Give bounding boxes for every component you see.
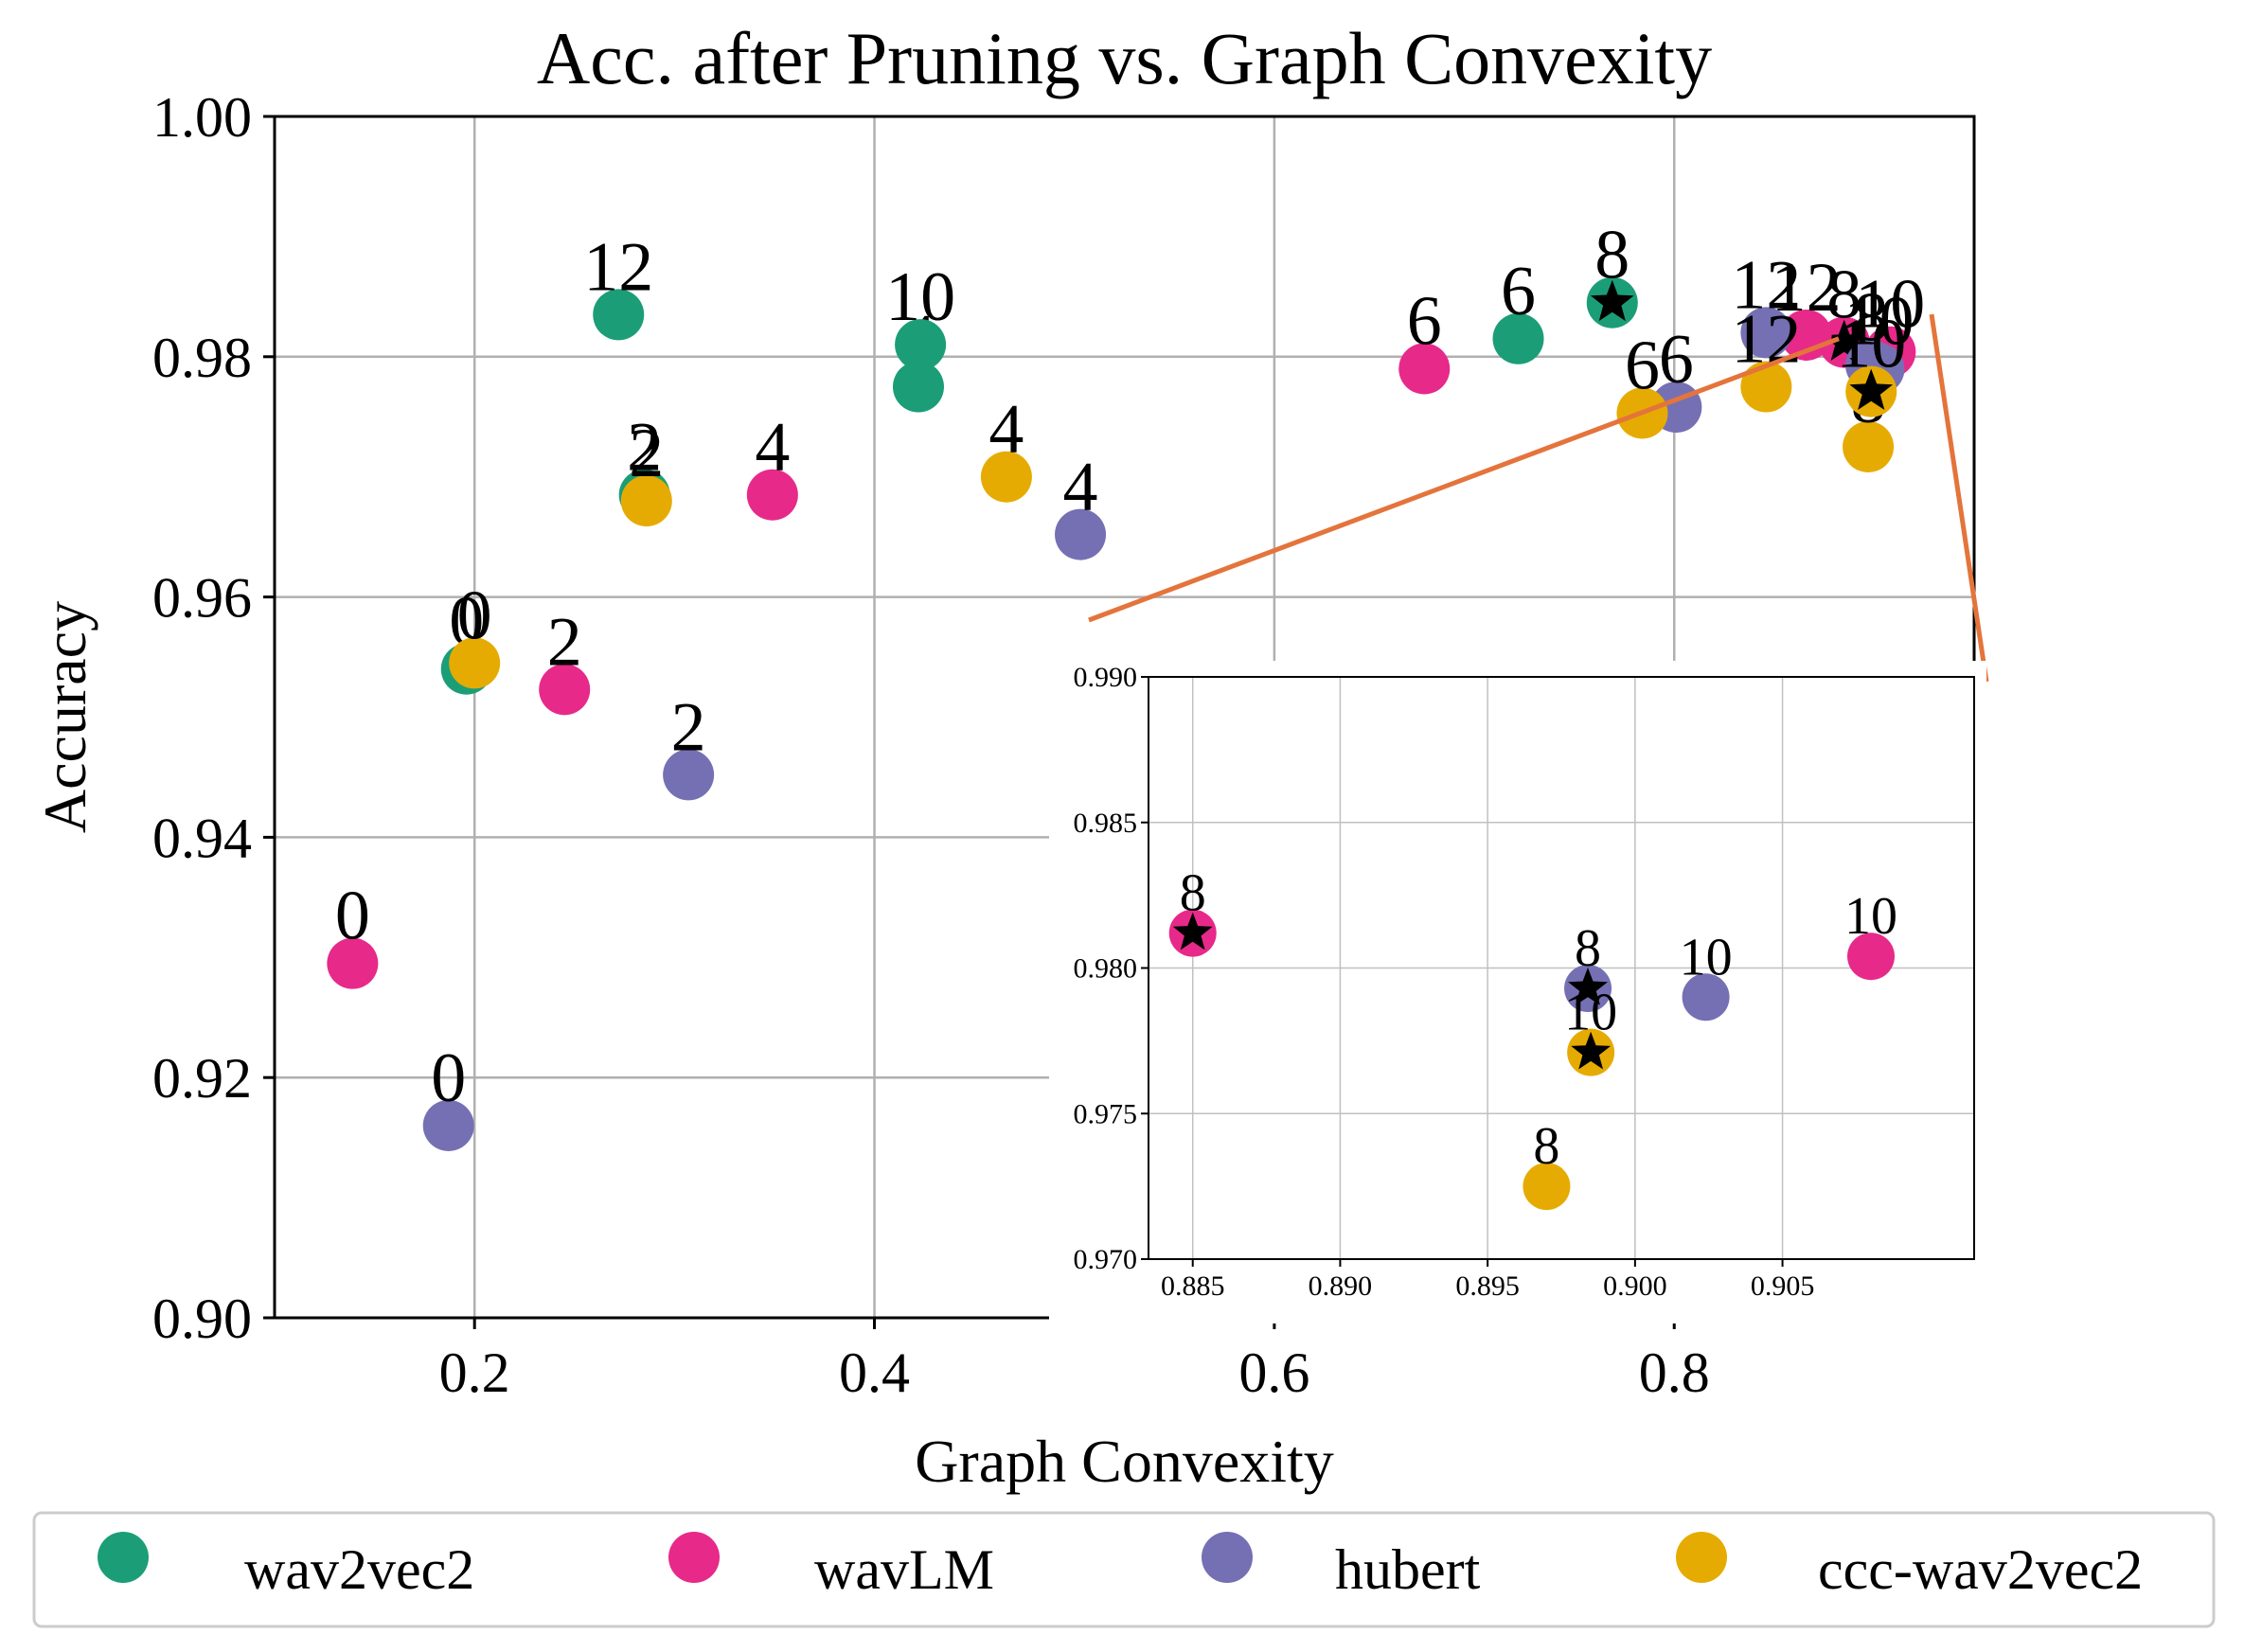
inset-points: 8 10 8 10 10 8 xyxy=(1168,864,1897,1211)
legend: wav2vec2 wavLM hubert ccc-wav2vec2 xyxy=(32,1511,2216,1628)
legend-marker-ccc-wav2vec2 xyxy=(1676,1532,1727,1583)
legend-label-ccc-wav2vec2: ccc-wav2vec2 xyxy=(1818,1538,2143,1601)
inset-x-tick-label: 0.900 xyxy=(1603,1270,1667,1302)
y-tick-label: 0.90 xyxy=(152,1288,252,1350)
inset-x-tick-label: 0.905 xyxy=(1751,1270,1815,1302)
inset-x-tick-label: 0.895 xyxy=(1455,1270,1520,1302)
inset-point-layer-label: 8 xyxy=(1180,864,1206,923)
inset-scatter-point-hubert xyxy=(1682,973,1730,1021)
y-axis-label: Accuracy xyxy=(31,601,98,833)
inset-y-tick-label: 0.975 xyxy=(1074,1098,1138,1129)
scatter-point-ccc-wav2vec2 xyxy=(980,451,1032,503)
scatter-point-ccc-wav2vec2 xyxy=(1740,361,1792,413)
scatter-point-wavLM xyxy=(327,937,379,989)
point-layer-label: 2 xyxy=(627,409,662,487)
point-layer-label: 0 xyxy=(431,1039,466,1117)
inset-y-tick-label: 0.990 xyxy=(1074,662,1138,693)
scatter-point-hubert xyxy=(1055,508,1107,560)
inset-scatter-point-ccc-wav2vec2 xyxy=(1523,1163,1571,1211)
y-tick-label: 1.00 xyxy=(152,86,252,149)
chart-title: Acc. after Pruning vs. Graph Convexity xyxy=(537,17,1712,99)
legend-marker-hubert xyxy=(1202,1532,1253,1583)
scatter-point-ccc-wav2vec2 xyxy=(1843,420,1895,472)
x-tick-label: 0.6 xyxy=(1238,1341,1309,1404)
best-layer-star-marker xyxy=(1590,279,1634,322)
y-tick-label: 0.96 xyxy=(152,567,252,630)
scatter-point-wavLM xyxy=(539,664,591,716)
point-layer-label: 10 xyxy=(1836,306,1906,383)
legend-label-wav2vec2: wav2vec2 xyxy=(244,1538,474,1601)
scatter-point-hubert xyxy=(663,749,715,801)
scatter-point-hubert xyxy=(422,1099,474,1151)
legend-label-hubert: hubert xyxy=(1335,1538,1481,1601)
inset-point-layer-label: 8 xyxy=(1533,1117,1559,1176)
scatter-point-wav2vec2 xyxy=(892,361,944,413)
x-tick-label: 0.2 xyxy=(439,1341,510,1404)
scatter-point-hubert xyxy=(1740,307,1792,359)
main-points: 024681012024681012024681012024681012 xyxy=(327,217,1925,1151)
scatter-point-wavLM xyxy=(746,469,798,521)
point-layer-label: 4 xyxy=(988,391,1024,469)
point-layer-label: 8 xyxy=(1826,257,1861,334)
inset-point-layer-label: 10 xyxy=(1844,887,1897,946)
point-layer-label: 2 xyxy=(547,603,582,681)
y-tick-label: 0.94 xyxy=(152,807,252,869)
point-layer-label: 2 xyxy=(671,688,706,766)
scatter-point-ccc-wav2vec2 xyxy=(449,637,501,689)
x-tick-label: 0.4 xyxy=(839,1341,910,1404)
inset-background xyxy=(1049,661,1986,1323)
point-layer-label: 2 xyxy=(629,415,664,492)
point-layer-label: 6 xyxy=(1407,282,1442,360)
legend-frame xyxy=(32,1511,2216,1628)
point-layer-label: 12 xyxy=(1731,246,1801,324)
legend-label-wavLM: wavLM xyxy=(814,1538,994,1601)
scatter-point-wav2vec2 xyxy=(1492,312,1544,364)
zoom-connector-line xyxy=(1929,313,1989,683)
point-layer-label: 6 xyxy=(1659,321,1694,399)
y-tick-label: 0.92 xyxy=(152,1047,252,1110)
scatter-point-ccc-wav2vec2 xyxy=(620,475,672,527)
inset-x-tick-label: 0.890 xyxy=(1309,1270,1373,1302)
inset-x-tick-label: 0.885 xyxy=(1161,1270,1225,1302)
zoom-connector-line xyxy=(1088,336,1840,623)
x-tick-label: 0.8 xyxy=(1639,1341,1710,1404)
inset-best-layer-star-marker xyxy=(1172,912,1213,950)
point-layer-label: 12 xyxy=(583,228,653,306)
point-layer-label: 4 xyxy=(1063,449,1098,526)
inset-point-layer-label: 10 xyxy=(1680,928,1733,986)
point-layer-label: 4 xyxy=(755,409,790,487)
inset-point-layer-label: 10 xyxy=(1564,984,1617,1042)
best-layer-star-marker xyxy=(1822,319,1866,361)
inset-scatter-point-wavLM xyxy=(1847,933,1895,981)
point-layer-label: 0 xyxy=(335,878,370,955)
inset-y-tick-label: 0.985 xyxy=(1074,808,1138,839)
scatter-point-wav2vec2 xyxy=(593,289,645,341)
inset-y-tick-label: 0.970 xyxy=(1074,1244,1138,1275)
scatter-point-wavLM xyxy=(1398,343,1451,395)
y-tick-label: 0.98 xyxy=(152,327,252,389)
point-layer-label: 6 xyxy=(1625,327,1660,404)
legend-marker-wavLM xyxy=(668,1532,720,1583)
point-layer-label: 8 xyxy=(1594,217,1630,294)
point-layer-label: 10 xyxy=(885,258,955,336)
point-layer-label: 10 xyxy=(1843,282,1914,360)
x-axis-label: Graph Convexity xyxy=(915,1428,1334,1495)
point-layer-label: 10 xyxy=(1855,266,1925,344)
point-layer-label: 0 xyxy=(457,577,492,654)
inset-y-tick-label: 0.980 xyxy=(1074,953,1138,985)
legend-marker-wav2vec2 xyxy=(98,1532,149,1583)
point-layer-label: 6 xyxy=(1501,253,1536,330)
inset-best-layer-star-marker xyxy=(1571,1031,1612,1070)
best-layer-star-marker xyxy=(1849,368,1894,410)
inset-point-layer-label: 8 xyxy=(1575,919,1601,978)
inset-best-layer-star-marker xyxy=(1568,968,1608,1005)
scatter-point-wav2vec2 xyxy=(895,319,947,371)
